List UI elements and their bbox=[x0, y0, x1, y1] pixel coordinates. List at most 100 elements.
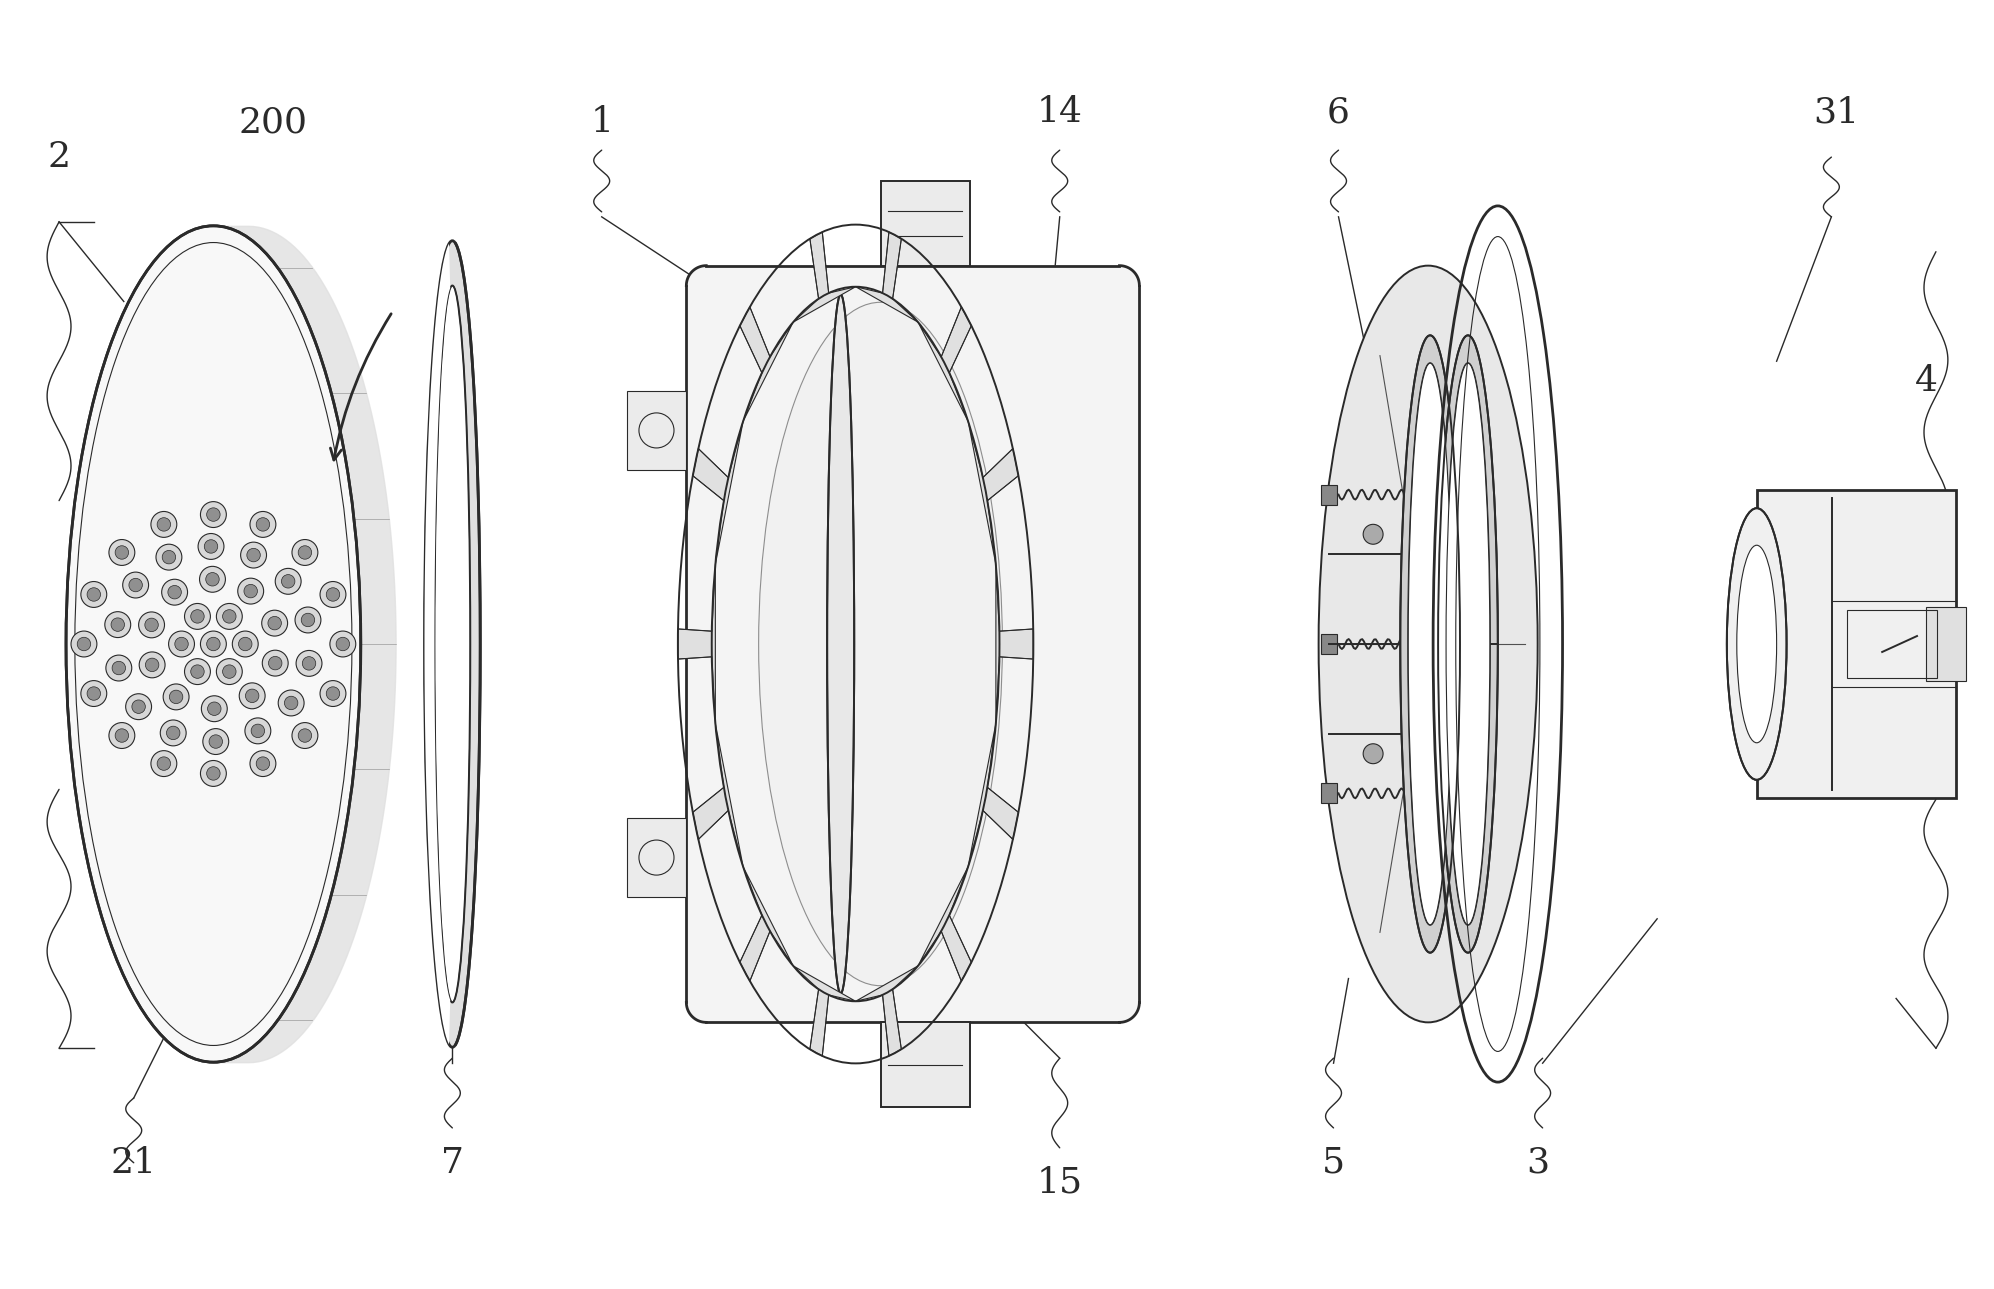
Circle shape bbox=[1418, 853, 1438, 874]
Ellipse shape bbox=[1408, 363, 1452, 924]
Text: 15: 15 bbox=[1037, 1165, 1083, 1200]
Polygon shape bbox=[692, 422, 744, 565]
Text: 2: 2 bbox=[48, 141, 70, 174]
Circle shape bbox=[132, 700, 146, 713]
Circle shape bbox=[291, 540, 317, 566]
Circle shape bbox=[88, 687, 100, 700]
Circle shape bbox=[267, 616, 281, 630]
Circle shape bbox=[1364, 744, 1384, 763]
Circle shape bbox=[72, 632, 98, 657]
Circle shape bbox=[158, 757, 171, 771]
Circle shape bbox=[1364, 525, 1384, 544]
Circle shape bbox=[201, 501, 227, 527]
Bar bbox=[1420, 633, 1440, 655]
Circle shape bbox=[185, 603, 211, 629]
Ellipse shape bbox=[828, 294, 853, 994]
Circle shape bbox=[255, 757, 269, 771]
Circle shape bbox=[285, 696, 297, 710]
Polygon shape bbox=[678, 565, 716, 723]
Circle shape bbox=[162, 579, 187, 605]
Circle shape bbox=[203, 728, 229, 754]
Circle shape bbox=[243, 584, 257, 598]
Circle shape bbox=[116, 545, 128, 559]
Circle shape bbox=[237, 579, 263, 605]
Circle shape bbox=[319, 681, 345, 706]
Circle shape bbox=[261, 610, 287, 635]
Circle shape bbox=[217, 603, 241, 629]
Circle shape bbox=[201, 761, 227, 786]
Bar bbox=[626, 391, 686, 470]
Circle shape bbox=[1474, 744, 1494, 763]
Circle shape bbox=[167, 585, 181, 599]
Circle shape bbox=[207, 637, 219, 651]
Circle shape bbox=[233, 632, 257, 657]
Circle shape bbox=[169, 632, 195, 657]
Circle shape bbox=[301, 614, 315, 626]
Circle shape bbox=[164, 684, 189, 710]
Polygon shape bbox=[969, 723, 1019, 866]
Circle shape bbox=[1418, 415, 1438, 434]
Bar bbox=[1757, 490, 1956, 798]
Circle shape bbox=[156, 544, 181, 570]
Ellipse shape bbox=[1737, 545, 1777, 742]
Bar bbox=[1846, 610, 1936, 678]
Circle shape bbox=[327, 687, 339, 700]
Ellipse shape bbox=[435, 286, 471, 1003]
Polygon shape bbox=[425, 244, 451, 1044]
Circle shape bbox=[299, 545, 311, 559]
Ellipse shape bbox=[879, 255, 921, 1032]
Circle shape bbox=[319, 581, 345, 607]
Circle shape bbox=[191, 665, 203, 678]
Circle shape bbox=[185, 659, 211, 684]
Circle shape bbox=[126, 693, 152, 719]
Circle shape bbox=[223, 665, 235, 678]
Circle shape bbox=[82, 581, 108, 607]
Circle shape bbox=[106, 655, 132, 681]
Circle shape bbox=[303, 656, 315, 670]
Circle shape bbox=[146, 619, 158, 632]
Circle shape bbox=[247, 548, 261, 562]
Circle shape bbox=[201, 696, 227, 722]
Bar bbox=[881, 180, 971, 266]
Ellipse shape bbox=[1727, 508, 1787, 780]
Circle shape bbox=[269, 656, 281, 670]
Text: 1: 1 bbox=[590, 106, 614, 139]
Circle shape bbox=[291, 723, 317, 749]
Circle shape bbox=[281, 575, 295, 588]
Circle shape bbox=[299, 728, 311, 742]
Polygon shape bbox=[995, 565, 1033, 723]
Circle shape bbox=[88, 588, 100, 601]
Polygon shape bbox=[425, 241, 481, 1047]
Polygon shape bbox=[1438, 335, 1497, 953]
Circle shape bbox=[223, 610, 235, 623]
Circle shape bbox=[201, 632, 227, 657]
Circle shape bbox=[337, 637, 349, 651]
Circle shape bbox=[106, 612, 132, 638]
Circle shape bbox=[207, 703, 221, 715]
Circle shape bbox=[152, 512, 177, 538]
Bar bbox=[626, 817, 686, 897]
Circle shape bbox=[255, 518, 269, 531]
Bar bbox=[1320, 634, 1336, 654]
Polygon shape bbox=[686, 266, 1139, 1022]
Bar bbox=[1926, 607, 1966, 681]
Circle shape bbox=[329, 632, 355, 657]
Polygon shape bbox=[1400, 335, 1460, 953]
Circle shape bbox=[199, 566, 225, 592]
Circle shape bbox=[279, 690, 305, 715]
Circle shape bbox=[249, 512, 275, 538]
Circle shape bbox=[295, 651, 321, 677]
Circle shape bbox=[207, 767, 219, 780]
Circle shape bbox=[78, 637, 90, 651]
Circle shape bbox=[110, 540, 136, 566]
Circle shape bbox=[82, 681, 108, 706]
Polygon shape bbox=[794, 965, 855, 1056]
Ellipse shape bbox=[66, 226, 361, 1062]
Polygon shape bbox=[692, 723, 744, 866]
Polygon shape bbox=[917, 866, 971, 981]
Polygon shape bbox=[855, 232, 917, 322]
Text: 7: 7 bbox=[441, 1146, 465, 1179]
Circle shape bbox=[245, 718, 271, 744]
Circle shape bbox=[205, 572, 219, 586]
Circle shape bbox=[249, 750, 275, 776]
